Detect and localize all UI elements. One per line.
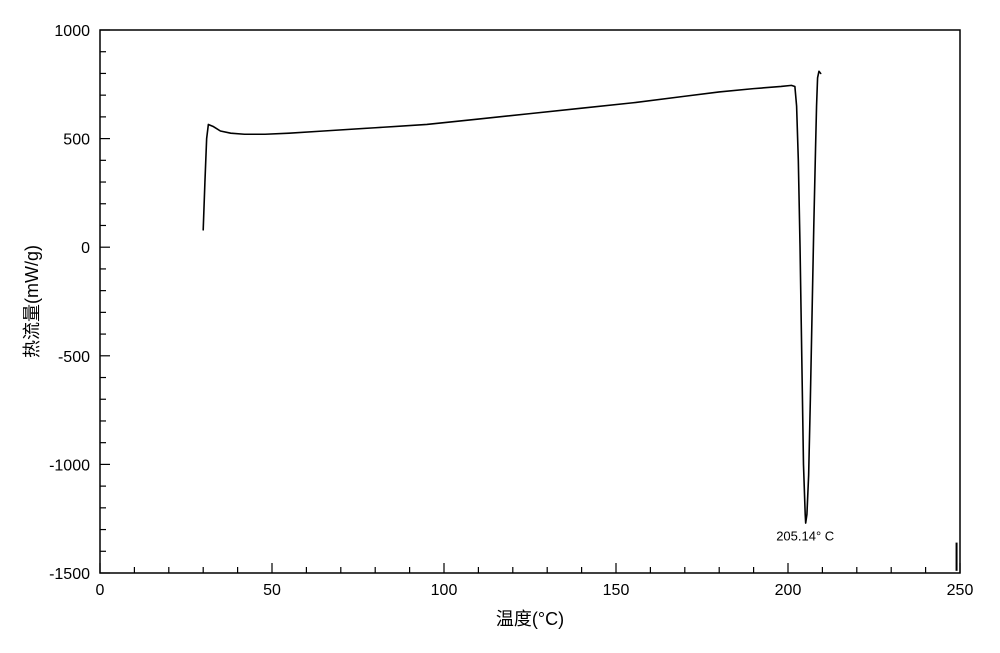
x-tick-label: 0 — [96, 582, 105, 599]
x-tick-label: 250 — [947, 582, 974, 599]
y-tick-label: -1500 — [49, 566, 90, 583]
peak-annotation: 205.14° C — [776, 528, 834, 543]
dsc-chart: 0 50 100 150 200 250 -1500 -1000 -500 0 500 1000 温度(… — [10, 10, 990, 643]
x-tick-label: 50 — [263, 582, 281, 599]
x-tick-label: 150 — [603, 582, 630, 599]
x-tick-label: 100 — [431, 582, 458, 599]
y-tick-label: 500 — [63, 132, 90, 149]
x-axis-label: 温度(°C) — [496, 609, 564, 629]
y-tick-label: -500 — [58, 349, 90, 366]
x-tick-label: 200 — [775, 582, 802, 599]
y-tick-label: 0 — [81, 240, 90, 257]
chart-svg: 0 50 100 150 200 250 -1500 -1000 -500 0 500 1000 温度(… — [10, 10, 990, 643]
y-tick-label: 1000 — [54, 23, 90, 40]
y-axis-label: 热流量(mW/g) — [22, 245, 42, 358]
y-tick-label: -1000 — [49, 457, 90, 474]
